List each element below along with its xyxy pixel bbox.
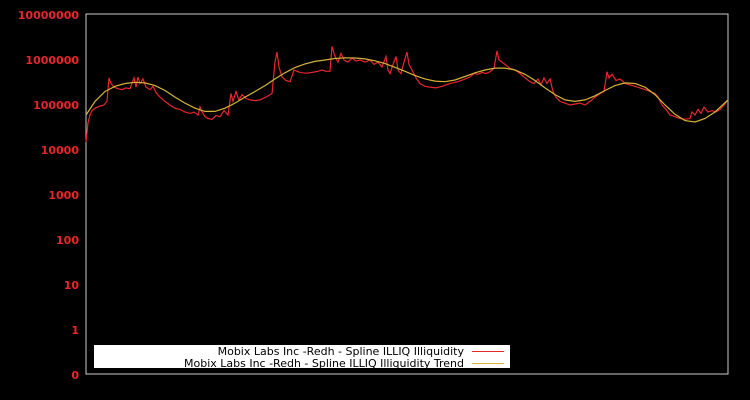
- legend-label-trend: Mobix Labs Inc -Redh - Spline ILLIQ Illi…: [184, 357, 464, 370]
- legend: Mobix Labs Inc -Redh - Spline ILLIQ Illi…: [94, 345, 510, 370]
- y-tick-label: 100: [56, 234, 79, 247]
- illiquidity-trend-line: [85, 57, 729, 123]
- illiquidity-series-line: [85, 46, 729, 143]
- y-tick-label: 1: [71, 324, 79, 337]
- y-tick-label: 10: [64, 279, 80, 292]
- y-tick-label: 0: [71, 369, 79, 382]
- y-tick-label: 10000: [41, 144, 80, 157]
- y-tick-label: 1000: [48, 189, 79, 202]
- legend-box: [94, 345, 510, 368]
- plot-frame: [85, 13, 729, 375]
- y-tick-label: 100000: [33, 99, 79, 112]
- y-tick-label: 10000000: [18, 9, 80, 22]
- legend-label-series: Mobix Labs Inc -Redh - Spline ILLIQ Illi…: [218, 345, 465, 358]
- y-tick-label: 1000000: [25, 54, 79, 67]
